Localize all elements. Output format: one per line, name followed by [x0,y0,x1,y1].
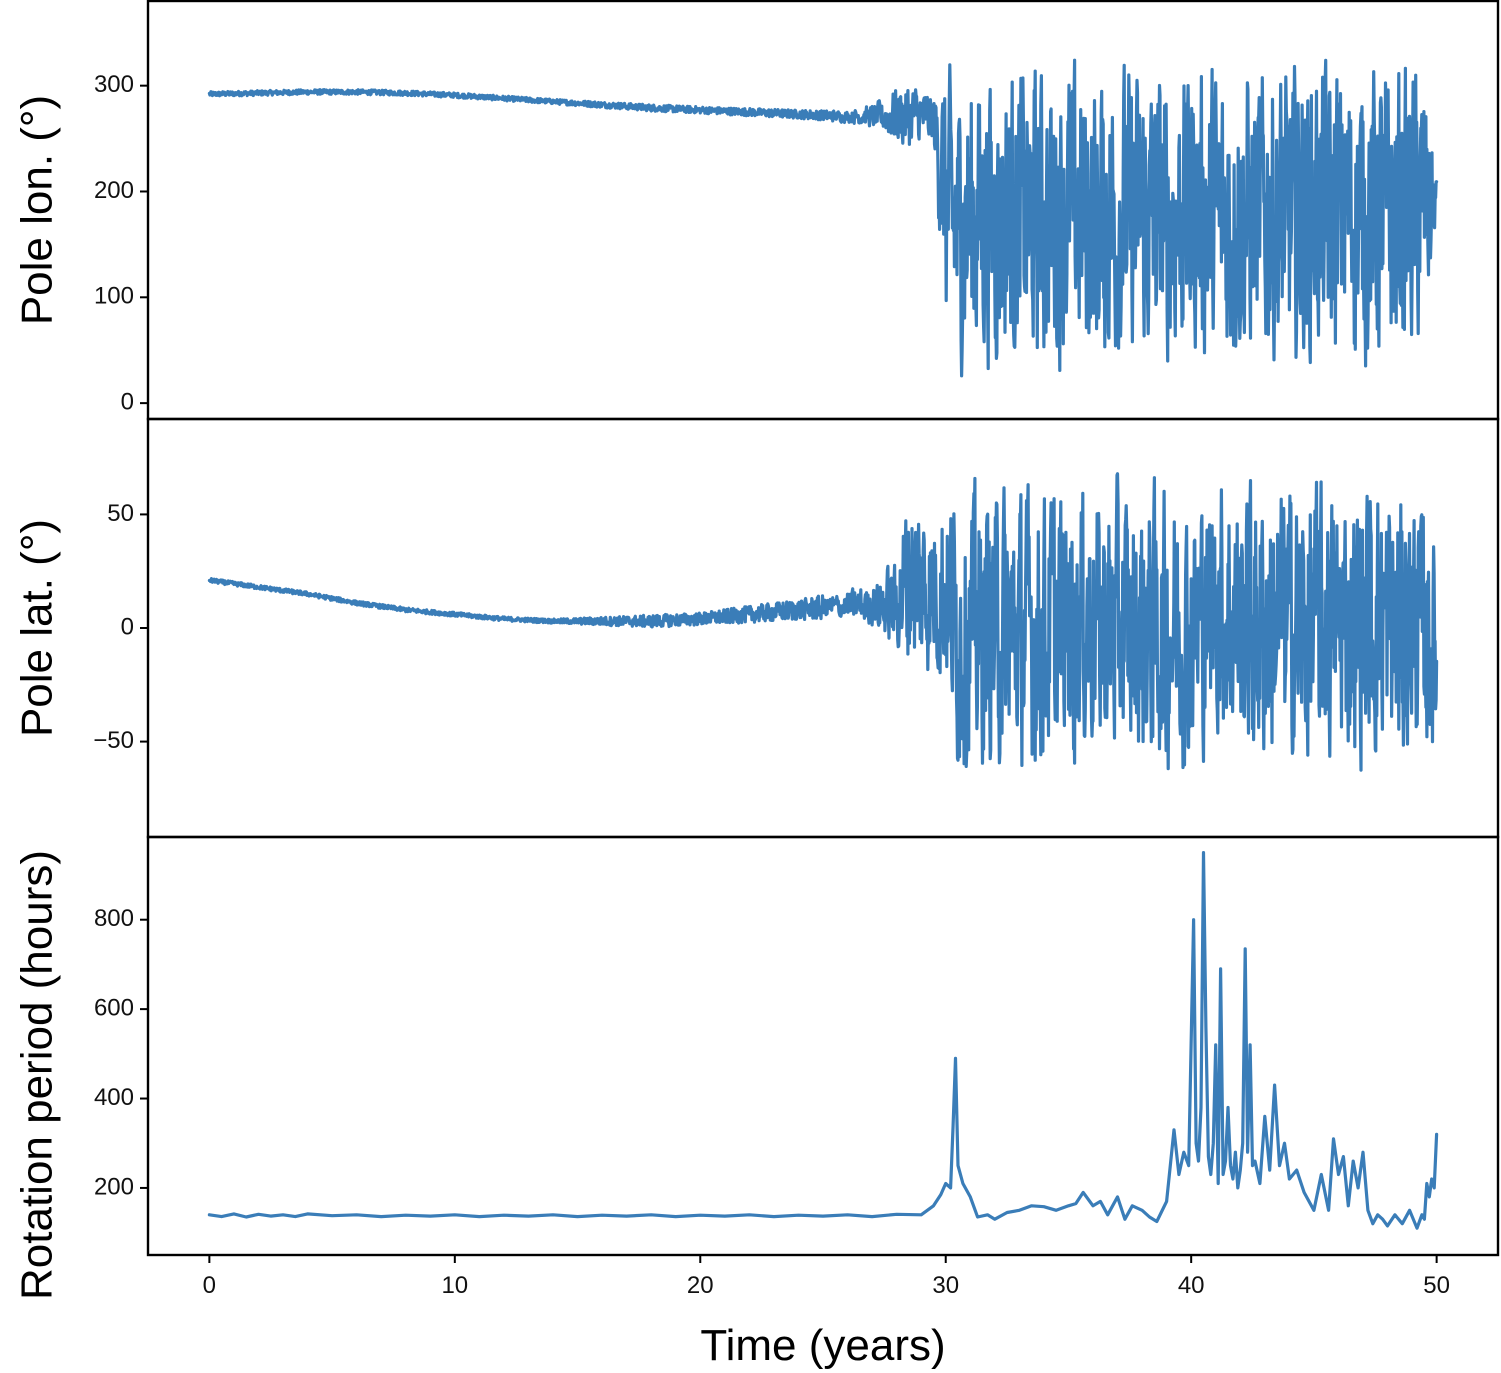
pole-latitude-ytick-label: −50 [93,727,134,754]
rotation-period-y-ticks: 200 400 600 800 [94,905,148,1200]
rotation-period-panel: 200 400 600 800 0 10 20 30 40 50 Rotation period… [13,835,1500,1370]
pole-longitude-panel: 0 100 200 300 Pole lon. (°) [13,0,1500,421]
rotation-period-ylabel: Rotation period (hours) [13,850,62,1300]
pole-longitude-y-ticks: 0 100 200 300 [94,71,148,415]
pole-latitude-ylabel: Pole lat. (°) [13,519,62,737]
pole-latitude-series-line [207,472,1439,772]
rotation-period-xtick-label: 20 [687,1272,714,1299]
rotation-period-xtick-label: 0 [203,1272,216,1299]
rotation-period-ytick-label: 600 [94,994,134,1021]
rotation-period-ytick-label: 200 [94,1173,134,1200]
time-xlabel: Time (years) [700,1321,945,1370]
pole-longitude-series [207,58,1439,378]
pole-longitude-ytick-label: 0 [121,388,134,415]
rotation-period-ytick-label: 400 [94,1084,134,1111]
rotation-period-xtick-label: 30 [932,1272,959,1299]
pole-longitude-series-line [207,58,1439,378]
rotation-period-xtick-label: 10 [441,1272,468,1299]
pole-latitude-series [207,472,1439,772]
rotation-period-xtick-label: 40 [1178,1272,1205,1299]
pole-longitude-ytick-label: 200 [94,177,134,204]
pole-latitude-ytick-label: 0 [121,613,134,640]
rotation-period-series-line [207,851,1439,1230]
rotation-period-x-ticks: 0 10 20 30 40 50 [203,1255,1450,1299]
pole-latitude-panel: −50 0 50 Pole lat. (°) [13,417,1500,839]
rotation-period-xtick-label: 50 [1423,1272,1450,1299]
pole-longitude-ytick-label: 100 [94,283,134,310]
pole-latitude-ytick-label: 50 [107,500,134,527]
pole-latitude-y-ticks: −50 0 50 [93,500,148,754]
rotation-period-series [207,851,1439,1230]
pole-longitude-ytick-label: 300 [94,71,134,98]
pole-longitude-ylabel: Pole lon. (°) [13,95,62,325]
rotation-period-ytick-label: 800 [94,905,134,932]
rotation-period-frame [146,835,1500,1257]
